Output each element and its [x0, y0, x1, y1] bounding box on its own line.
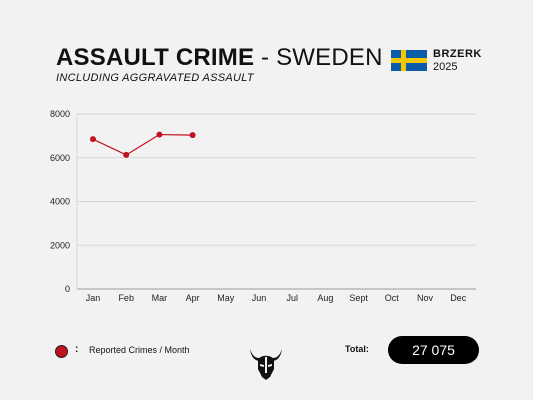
x-tick-label: Jan [86, 293, 101, 303]
y-tick-label: 2000 [50, 240, 70, 250]
chart-title: ASSAULT CRIME - SWEDEN [56, 44, 383, 72]
data-point [189, 132, 196, 139]
y-tick-label: 6000 [50, 153, 70, 163]
y-axis-ticks: 0 2000 4000 6000 8000 [50, 109, 70, 294]
x-axis-ticks: Jan Feb Mar Apr May Jun Jul Aug Sept Oct Nov Dec [86, 293, 467, 303]
brand-name: BRZERK [433, 48, 482, 60]
viking-helmet-icon [250, 349, 282, 380]
chart-subtitle: INCLUDING AGGRAVATED ASSAULT [56, 72, 254, 84]
chart-series [90, 131, 196, 158]
title-country: - SWEDEN [261, 44, 383, 71]
series-line [92, 133, 193, 156]
data-point [90, 136, 96, 143]
y-tick-label: 4000 [50, 197, 70, 207]
y-tick-label: 0 [65, 284, 70, 294]
brand-year: 2025 [433, 61, 458, 73]
x-tick-label: Jul [286, 293, 298, 303]
sweden-flag-icon [391, 50, 427, 71]
chart-grid [76, 113, 476, 290]
x-tick-label: Jun [252, 293, 267, 303]
legend-marker [55, 345, 68, 358]
data-point [156, 131, 163, 138]
data-point [123, 151, 130, 158]
x-tick-label: Mar [152, 293, 168, 303]
legend-label: Reported Crimes / Month [89, 345, 190, 355]
x-tick-label: Feb [118, 293, 134, 303]
legend-colon: : [75, 344, 79, 355]
x-tick-label: Aug [317, 293, 333, 303]
x-tick-label: Oct [385, 293, 400, 303]
x-tick-label: Dec [450, 293, 467, 303]
total-value: 27 075 [388, 336, 479, 364]
x-tick-label: Sept [349, 293, 368, 303]
y-tick-label: 8000 [50, 109, 70, 119]
x-tick-label: May [217, 293, 235, 303]
x-tick-label: Nov [417, 293, 434, 303]
title-main: ASSAULT CRIME [56, 44, 255, 71]
x-tick-label: Apr [186, 293, 200, 303]
total-label: Total: [345, 344, 369, 354]
